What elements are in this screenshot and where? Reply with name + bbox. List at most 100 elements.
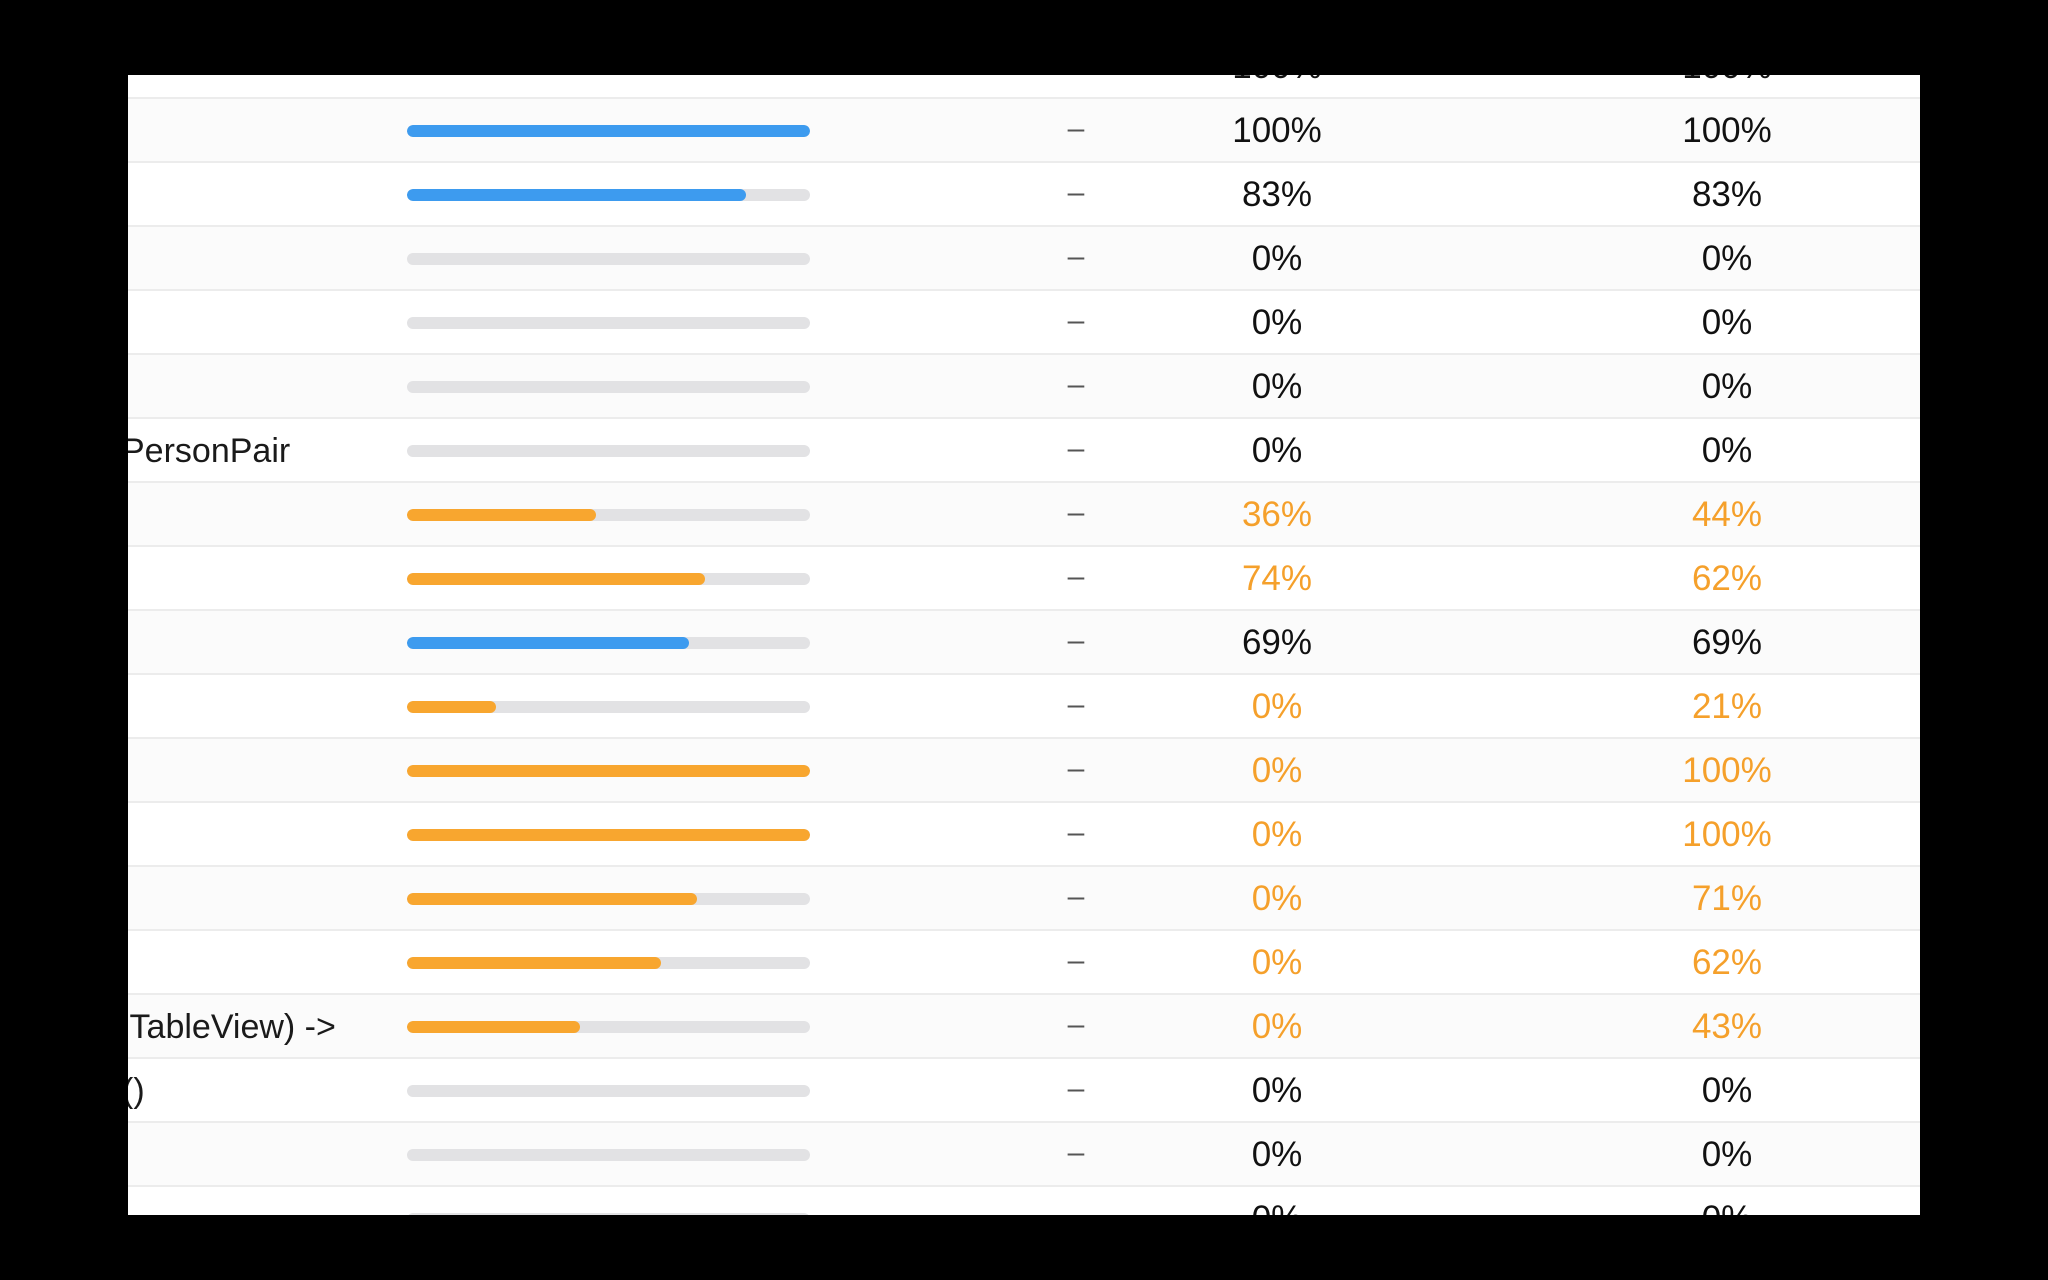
delta-dash: – [1067,944,1085,977]
coverage-percent-a: 0% [1251,1135,1303,1174]
table-row[interactable]: – 74% 62% [128,547,1920,611]
table-row[interactable]: – 0% 0% [128,291,1920,355]
coverage-bar-fill [407,509,597,521]
delta-dash: – [1067,1136,1085,1169]
table-row[interactable]: – 36% 44% [128,483,1920,547]
delta-dash: – [1067,560,1085,593]
table-row[interactable]: – 83% 83% [128,163,1920,227]
coverage-percent-a: 0% [1251,431,1303,470]
coverage-bar [407,893,810,905]
delta-dash: – [1056,75,1096,99]
coverage-percent-a: 100% [1177,75,1377,99]
coverage-bar [407,637,810,649]
coverage-bar-fill [407,125,810,137]
coverage-percent-b: 43% [1691,1007,1763,1046]
coverage-bar [407,509,810,521]
table-row[interactable]: – 69% 69% [128,611,1920,675]
coverage-percent-a: 0% [1251,239,1303,278]
table-row[interactable]: – 100% 100% [128,99,1920,163]
delta-dash: – [1067,112,1085,145]
coverage-percent-b: 0% [1627,1187,1827,1215]
delta-dash: – [1067,1008,1085,1041]
coverage-percent-a: 0% [1251,1071,1303,1110]
table-row[interactable]: – 0% 21% [128,675,1920,739]
table-row[interactable]: – 0% 100% [128,739,1920,803]
coverage-bar [407,1085,810,1097]
coverage-percent-b: 44% [1691,495,1763,534]
table-row[interactable]: () – 0% 0% [128,1059,1920,1123]
coverage-bar [407,381,810,393]
coverage-percent-a: 0% [1251,943,1303,982]
coverage-percent-b: 21% [1691,687,1763,726]
table-row[interactable]: – 0% 0% [128,1123,1920,1187]
coverage-bar-fill [407,957,661,969]
delta-dash: – [1067,816,1085,849]
delta-dash: – [1067,432,1085,465]
coverage-bar [407,765,810,777]
coverage-percent-b: 0% [1701,239,1753,278]
coverage-percent-a: 0% [1251,303,1303,342]
table-row[interactable]: – 0% 71% [128,867,1920,931]
table-row[interactable]: – 0% 62% [128,931,1920,995]
coverage-percent-a: 0% [1251,815,1303,854]
delta-dash: – [1056,1187,1096,1215]
coverage-percent-a: 0% [1251,879,1303,918]
coverage-percent-b: 0% [1701,1135,1753,1174]
coverage-bar [407,573,810,585]
coverage-bar-fill [407,893,698,905]
coverage-percent-a: 0% [1251,1007,1303,1046]
coverage-percent-a: 69% [1241,623,1313,662]
coverage-percent-a: 74% [1241,559,1313,598]
coverage-percent-b: 0% [1701,303,1753,342]
coverage-percent-a: 0% [1251,751,1303,790]
delta-dash: – [1067,240,1085,273]
coverage-bar [407,829,810,841]
table-row[interactable]: PersonPair – 0% 0% [128,419,1920,483]
delta-dash: – [1067,688,1085,721]
coverage-percent-b: 62% [1691,559,1763,598]
coverage-percent-b: 71% [1691,879,1763,918]
coverage-percent-a: 36% [1241,495,1313,534]
coverage-percent-b: 0% [1701,1071,1753,1110]
coverage-bar [407,125,810,137]
coverage-percent-a: 0% [1177,1187,1377,1215]
table-row[interactable]: – 100% 100% [128,75,1920,99]
function-name: () [128,1072,145,1110]
delta-dash: – [1067,752,1085,785]
function-name: lTableView) -> [128,1008,336,1046]
coverage-bar [407,445,810,457]
table-row[interactable]: – 0% 0% [128,227,1920,291]
coverage-percent-a: 83% [1241,175,1313,214]
delta-dash: – [1067,368,1085,401]
coverage-percent-a: 0% [1251,367,1303,406]
coverage-table: – 100% 100% – 100% 100% – 83% 83% – 0% 0% – 0% 0% – 0% 0%… [128,75,1920,1215]
coverage-percent-b: 0% [1701,431,1753,470]
coverage-bar [407,189,810,201]
coverage-bar-fill [407,701,496,713]
coverage-percent-b: 62% [1691,943,1763,982]
coverage-bar [407,957,810,969]
function-name: PersonPair [128,432,291,470]
coverage-bar-fill [407,1021,581,1033]
coverage-percent-b: 100% [1627,75,1827,99]
coverage-percent-b: 100% [1682,111,1772,150]
coverage-bar [407,1021,810,1033]
coverage-percent-b: 100% [1682,751,1772,790]
coverage-percent-a: 0% [1251,687,1303,726]
coverage-bar-fill [407,573,706,585]
delta-dash: – [1067,176,1085,209]
table-row[interactable]: – 0% 100% [128,803,1920,867]
table-row[interactable]: – 0% 0% [128,355,1920,419]
table-row[interactable]: lTableView) -> – 0% 43% [128,995,1920,1059]
delta-dash: – [1067,1072,1085,1105]
coverage-percent-a: 100% [1232,111,1322,150]
coverage-bar [407,1213,810,1215]
coverage-bar-fill [407,765,810,777]
delta-dash: – [1067,304,1085,337]
table-row[interactable]: – 0% 0% [128,1187,1920,1215]
coverage-bar [407,1149,810,1161]
coverage-percent-b: 100% [1682,815,1772,854]
coverage-bar-fill [407,829,810,841]
coverage-bar-fill [407,189,746,201]
